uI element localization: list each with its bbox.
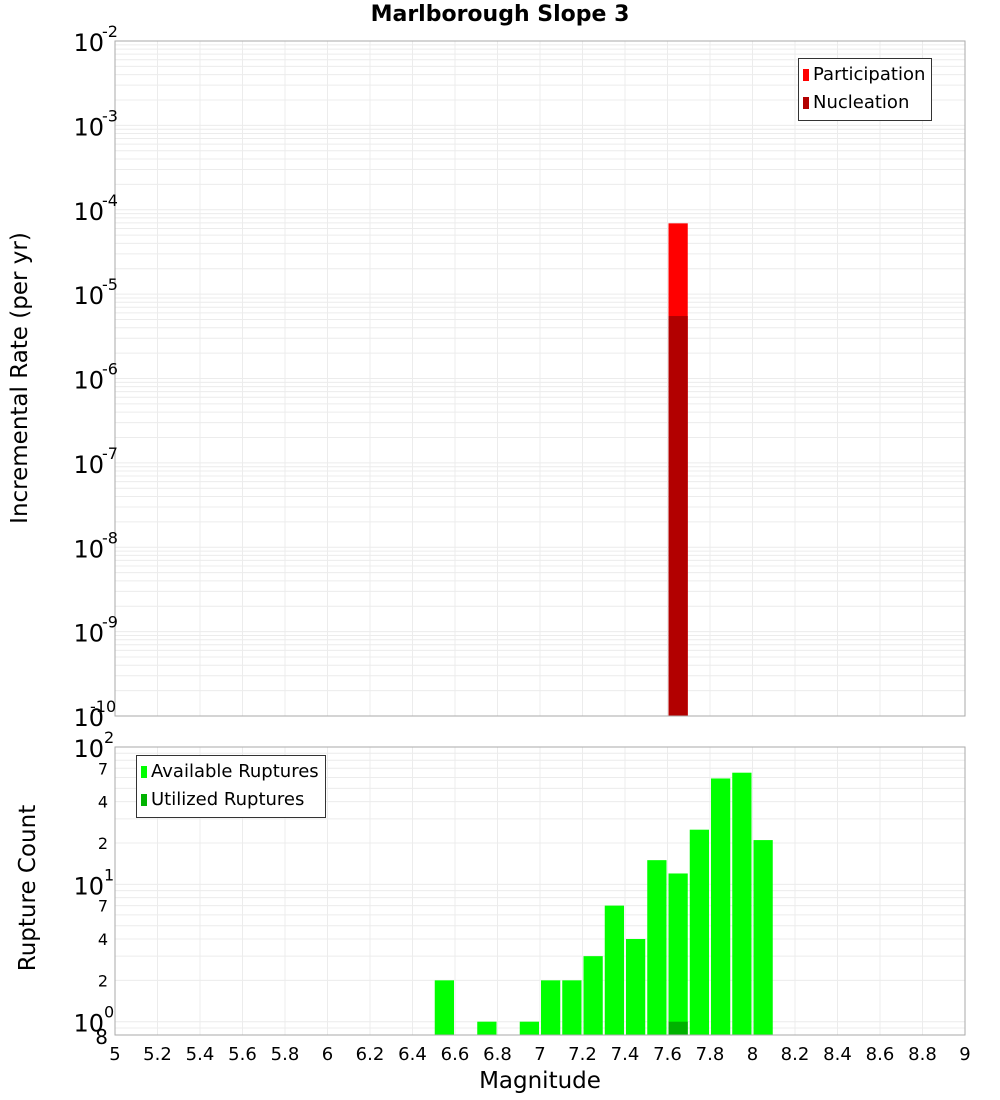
- y-tick-label: 10: [73, 29, 104, 57]
- svg-text:2: 2: [104, 728, 114, 747]
- bar: [647, 860, 667, 1035]
- y-minor-tick-label: 4: [98, 930, 108, 949]
- y-tick-label: 10: [73, 620, 104, 648]
- legend-item-utilized: Utilized Ruptures: [141, 786, 319, 814]
- top-plot: [114, 40, 966, 717]
- y-tick-label: 10: [73, 704, 104, 732]
- available-swatch-icon: [141, 766, 147, 778]
- bar: [626, 939, 646, 1035]
- svg-text:-10: -10: [90, 697, 116, 716]
- x-tick-label: 7.6: [653, 1044, 682, 1065]
- x-tick-label: 5.2: [143, 1044, 172, 1065]
- y-tick-label: 10: [73, 872, 104, 900]
- bar: [732, 772, 752, 1035]
- y-minor-tick-label: 7: [98, 897, 108, 916]
- x-tick-label: 8.2: [781, 1044, 810, 1065]
- y-tick-label: 10: [73, 113, 104, 141]
- svg-text:8: 8: [95, 1025, 108, 1049]
- y-minor-tick-label: 7: [98, 759, 108, 778]
- x-tick-label: 9: [959, 1044, 970, 1065]
- nucleation-swatch-icon: [803, 97, 809, 109]
- x-tick-label: 8: [747, 1044, 758, 1065]
- x-tick-label: 6.6: [441, 1044, 470, 1065]
- participation-swatch-icon: [803, 69, 809, 81]
- legend-item-nucleation: Nucleation: [803, 89, 925, 117]
- bar: [668, 873, 688, 1035]
- legend-item-participation: Participation: [803, 61, 925, 89]
- legend-label: Participation: [813, 64, 926, 85]
- bottom-legend: Available Ruptures Utilized Ruptures: [136, 755, 326, 818]
- x-tick-label: 5.6: [228, 1044, 257, 1065]
- y-tick-label: 10: [73, 451, 104, 479]
- legend-label: Available Ruptures: [151, 761, 319, 782]
- top-y-axis-label: Incremental Rate (per yr): [7, 232, 33, 524]
- x-tick-label: 7: [534, 1044, 545, 1065]
- x-tick-label: 8.6: [866, 1044, 895, 1065]
- x-tick-label: 5.8: [271, 1044, 300, 1065]
- svg-text:1: 1: [104, 865, 114, 884]
- y-minor-tick-label: 4: [98, 793, 108, 812]
- x-tick-label: 6.2: [356, 1044, 385, 1065]
- x-tick-label: 7.2: [568, 1044, 597, 1065]
- top-legend: Participation Nucleation: [798, 58, 933, 121]
- svg-text:-2: -2: [102, 22, 118, 41]
- x-tick-label: 7.8: [696, 1044, 725, 1065]
- x-tick-label: 6: [322, 1044, 333, 1065]
- bar: [668, 1021, 688, 1035]
- svg-text:-5: -5: [102, 275, 118, 294]
- y-tick-label: 10: [73, 282, 104, 310]
- svg-text:-4: -4: [102, 191, 118, 210]
- y-minor-tick-label: 2: [98, 971, 108, 990]
- legend-label: Utilized Ruptures: [151, 789, 305, 810]
- y-tick-label: 10: [73, 367, 104, 395]
- bar: [604, 905, 624, 1035]
- chart-title: Marlborough Slope 3: [370, 2, 630, 27]
- x-tick-label: 8.4: [823, 1044, 852, 1065]
- svg-text:-7: -7: [102, 444, 118, 463]
- y-tick-label: 10: [73, 198, 104, 226]
- bar: [583, 956, 603, 1035]
- svg-text:-6: -6: [102, 360, 118, 379]
- bar: [477, 1021, 497, 1035]
- y-tick-label: 10: [73, 735, 104, 763]
- bar: [689, 829, 709, 1035]
- x-tick-label: 7.4: [611, 1044, 640, 1065]
- bar: [541, 980, 561, 1035]
- utilized-swatch-icon: [141, 794, 147, 806]
- bar: [753, 840, 773, 1035]
- x-tick-label: 6.4: [398, 1044, 427, 1065]
- bar: [711, 778, 731, 1035]
- x-tick-label: 5.4: [186, 1044, 215, 1065]
- legend-label: Nucleation: [813, 92, 910, 113]
- bar: [519, 1021, 539, 1035]
- svg-text:0: 0: [104, 1003, 114, 1022]
- bar: [668, 316, 688, 716]
- svg-text:-3: -3: [102, 106, 118, 125]
- x-tick-label: 6.8: [483, 1044, 512, 1065]
- x-tick-label: 5: [109, 1044, 120, 1065]
- svg-text:-8: -8: [102, 528, 118, 547]
- bar: [562, 980, 582, 1035]
- y-tick-label: 10: [73, 535, 104, 563]
- bottom-y-axis-label: Rupture Count: [15, 804, 41, 972]
- svg-text:-9: -9: [102, 613, 118, 632]
- x-axis-label: Magnitude: [479, 1068, 601, 1094]
- legend-item-available: Available Ruptures: [141, 758, 319, 786]
- bar: [434, 980, 454, 1035]
- x-tick-label: 8.8: [908, 1044, 937, 1065]
- y-minor-tick-label: 2: [98, 834, 108, 853]
- y-tick-label: 10: [73, 1010, 104, 1038]
